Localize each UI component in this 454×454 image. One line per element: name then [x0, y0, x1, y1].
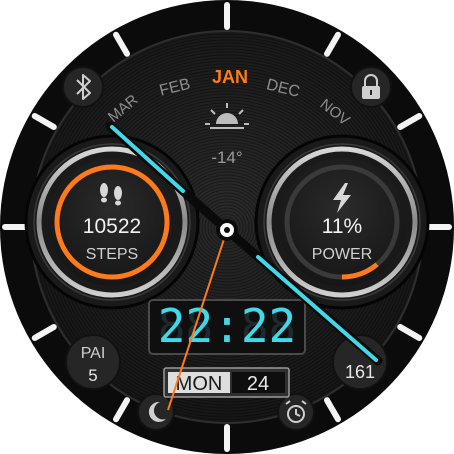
pai-button[interactable]: PAI 5 [65, 334, 121, 390]
lock-button[interactable] [350, 66, 392, 108]
month-current: JAN [212, 67, 248, 87]
bluetooth-icon [76, 74, 91, 100]
heart-rate-value: 161 [345, 362, 375, 382]
pai-label: PAI [81, 345, 106, 362]
power-label: POWER [312, 246, 372, 263]
power-subdial[interactable]: 11% POWER [254, 134, 430, 310]
center-cap [216, 219, 238, 241]
digital-time: 22:22 [158, 299, 296, 353]
hour-marker [31, 113, 57, 130]
hour-marker [397, 324, 423, 341]
date-day: 24 [247, 373, 269, 395]
hour-marker [397, 113, 423, 130]
heart-rate-button[interactable]: 161 [332, 334, 388, 390]
weather-widget[interactable]: -14° [205, 103, 249, 167]
hour-marker [113, 397, 130, 423]
lock-icon [362, 74, 380, 99]
steps-label: STEPS [86, 246, 138, 263]
minute-hand [222, 225, 383, 366]
lightning-icon [333, 183, 351, 213]
date-box: MON 24 [163, 367, 290, 398]
bluetooth-button[interactable] [62, 66, 104, 108]
steps-value: 10522 [83, 215, 141, 238]
digital-time-box: 88:88 22:22 [148, 299, 306, 355]
hour-marker [31, 324, 57, 341]
sleep-button[interactable] [137, 393, 175, 431]
digital-time-ghost: 88:88 [158, 299, 296, 353]
steps-accent-ring [54, 164, 170, 280]
steps-subdial[interactable]: 10522 STEPS [24, 134, 200, 310]
power-level-arc [341, 262, 379, 280]
alarm-button[interactable] [277, 393, 315, 431]
weather-temp: -14° [211, 148, 242, 167]
date-weekday: MON [176, 373, 223, 395]
power-value: 11% [322, 215, 362, 238]
second-hand [167, 229, 228, 411]
hour-marker [324, 397, 341, 423]
pai-value: 5 [88, 366, 97, 385]
hour-hand [105, 121, 232, 235]
moon-icon [148, 401, 166, 422]
alarm-icon [285, 400, 307, 423]
sun-icon [205, 103, 249, 129]
hour-marker [324, 31, 341, 57]
hour-marker [113, 31, 130, 57]
footsteps-icon [100, 183, 122, 206]
